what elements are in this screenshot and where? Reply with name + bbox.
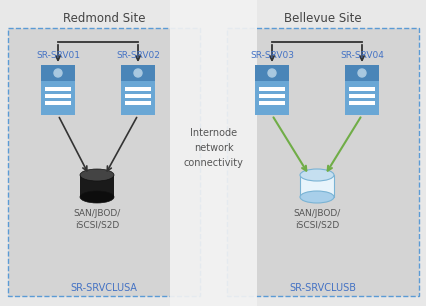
FancyBboxPatch shape bbox=[8, 28, 199, 296]
FancyBboxPatch shape bbox=[125, 94, 151, 98]
Ellipse shape bbox=[80, 191, 114, 203]
Circle shape bbox=[134, 69, 142, 77]
FancyBboxPatch shape bbox=[41, 65, 75, 81]
FancyBboxPatch shape bbox=[170, 0, 256, 306]
FancyBboxPatch shape bbox=[348, 101, 374, 105]
Text: Redmond Site: Redmond Site bbox=[63, 12, 145, 24]
FancyBboxPatch shape bbox=[259, 94, 284, 98]
Circle shape bbox=[54, 69, 62, 77]
Text: SAN/JBOD/
iSCSI/S2D: SAN/JBOD/ iSCSI/S2D bbox=[293, 209, 340, 230]
Text: SR-SRV03: SR-SRV03 bbox=[249, 51, 294, 60]
Text: Bellevue Site: Bellevue Site bbox=[284, 12, 361, 24]
FancyBboxPatch shape bbox=[121, 65, 155, 81]
FancyBboxPatch shape bbox=[45, 101, 71, 105]
Text: SR-SRV04: SR-SRV04 bbox=[339, 51, 383, 60]
Text: SAN/JBOD/
iSCSI/S2D: SAN/JBOD/ iSCSI/S2D bbox=[73, 209, 120, 230]
FancyBboxPatch shape bbox=[348, 94, 374, 98]
FancyBboxPatch shape bbox=[254, 65, 288, 115]
FancyBboxPatch shape bbox=[227, 28, 418, 296]
Text: SR-SRV02: SR-SRV02 bbox=[116, 51, 160, 60]
FancyBboxPatch shape bbox=[121, 65, 155, 115]
FancyBboxPatch shape bbox=[348, 87, 374, 91]
Circle shape bbox=[357, 69, 365, 77]
FancyBboxPatch shape bbox=[125, 101, 151, 105]
FancyBboxPatch shape bbox=[259, 101, 284, 105]
Text: SR-SRVCLUSB: SR-SRVCLUSB bbox=[289, 283, 356, 293]
Text: Internode
network
connectivity: Internode network connectivity bbox=[183, 128, 243, 168]
FancyBboxPatch shape bbox=[259, 87, 284, 91]
Text: SR-SRV01: SR-SRV01 bbox=[36, 51, 80, 60]
FancyBboxPatch shape bbox=[80, 175, 114, 197]
FancyBboxPatch shape bbox=[344, 65, 378, 81]
Circle shape bbox=[268, 69, 275, 77]
FancyBboxPatch shape bbox=[45, 94, 71, 98]
FancyBboxPatch shape bbox=[299, 175, 333, 197]
Ellipse shape bbox=[80, 169, 114, 181]
FancyBboxPatch shape bbox=[344, 65, 378, 115]
Text: SR-SRVCLUЅA: SR-SRVCLUЅA bbox=[70, 283, 137, 293]
Ellipse shape bbox=[299, 191, 333, 203]
FancyBboxPatch shape bbox=[125, 87, 151, 91]
FancyBboxPatch shape bbox=[254, 65, 288, 81]
FancyBboxPatch shape bbox=[45, 87, 71, 91]
Ellipse shape bbox=[299, 169, 333, 181]
FancyBboxPatch shape bbox=[41, 65, 75, 115]
